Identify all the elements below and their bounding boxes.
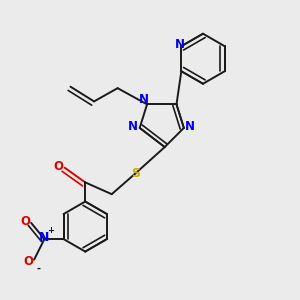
Text: O: O bbox=[21, 215, 31, 228]
Text: -: - bbox=[37, 263, 41, 274]
Text: +: + bbox=[47, 226, 54, 235]
Text: O: O bbox=[24, 255, 34, 268]
Text: N: N bbox=[185, 120, 195, 133]
Text: N: N bbox=[128, 120, 138, 133]
Text: S: S bbox=[131, 167, 140, 180]
Text: N: N bbox=[139, 93, 149, 106]
Text: O: O bbox=[54, 160, 64, 173]
Text: N: N bbox=[175, 38, 185, 51]
Text: N: N bbox=[39, 231, 50, 244]
